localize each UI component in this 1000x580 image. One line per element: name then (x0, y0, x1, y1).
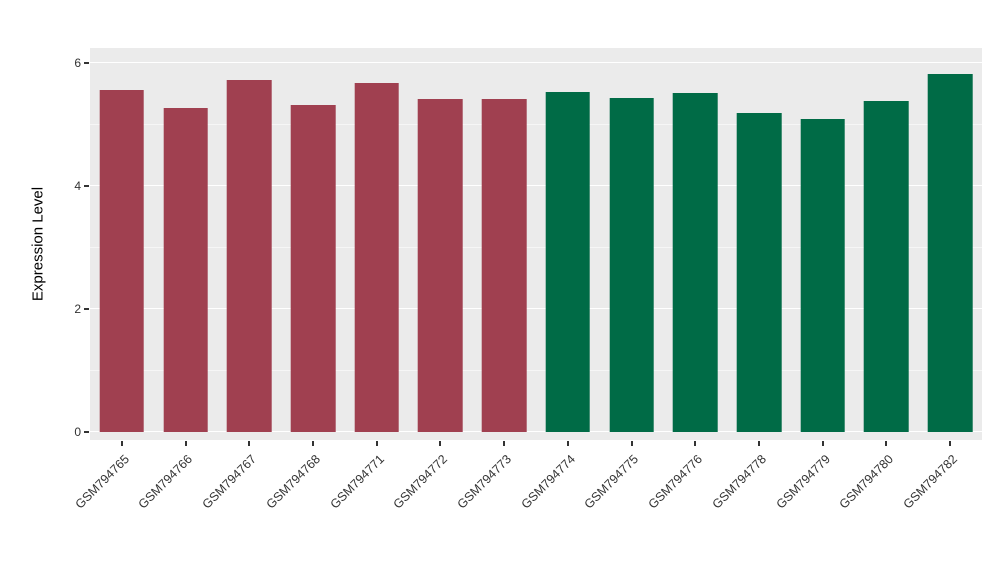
bar-GSM794774 (545, 91, 591, 432)
bar-GSM794778 (736, 112, 782, 432)
bar-GSM794775 (609, 98, 654, 432)
y-tick-mark (84, 308, 89, 310)
gridline-minor (90, 123, 982, 125)
x-tick-mark (503, 441, 506, 446)
y-tick-label: 4 (74, 179, 81, 193)
x-tick-mark (312, 441, 314, 446)
bar-GSM794772 (418, 99, 463, 432)
x-tick-mark (120, 441, 123, 446)
bar-GSM794776 (672, 93, 718, 432)
bar-GSM794765 (99, 90, 145, 432)
x-tick-label-GSM794772: GSM794772 (390, 452, 451, 512)
y-tick-mark (84, 431, 89, 433)
bar-GSM794782 (927, 74, 973, 432)
x-tick-label-GSM794771: GSM794771 (327, 452, 387, 512)
x-tick-label-GSM794782: GSM794782 (900, 452, 961, 512)
bar-GSM794773 (481, 99, 527, 432)
plot-panel (90, 48, 982, 440)
x-tick-mark (248, 441, 251, 446)
x-tick-label-GSM794775: GSM794775 (581, 452, 642, 512)
gridline-minor (90, 246, 982, 248)
gridline-major (90, 431, 982, 432)
gridline-major (90, 185, 982, 186)
x-tick-mark (694, 441, 697, 446)
y-tick-mark (84, 185, 89, 187)
x-tick-label-GSM794767: GSM794767 (199, 452, 260, 512)
x-tick-mark (439, 441, 442, 446)
y-axis-title-text: Expression Level (29, 186, 47, 302)
gridline-minor (90, 369, 982, 371)
y-tick-mark (84, 62, 89, 64)
bar-GSM794779 (800, 118, 845, 432)
x-tick-mark (758, 441, 760, 446)
x-tick-mark (566, 441, 569, 446)
bar-GSM794768 (290, 104, 336, 432)
x-tick-label-GSM794774: GSM794774 (518, 452, 578, 512)
gridline-major (90, 308, 982, 309)
x-tick-mark (375, 441, 378, 446)
x-tick-mark (821, 441, 824, 446)
bar-GSM794771 (354, 83, 399, 432)
x-tick-label-GSM794776: GSM794776 (645, 452, 706, 512)
y-tick-label: 6 (74, 56, 81, 70)
bar-GSM794767 (226, 80, 272, 432)
gridline-major (90, 62, 982, 63)
x-tick-mark (885, 441, 888, 446)
x-tick-mark (630, 441, 633, 446)
bar-GSM794780 (864, 101, 909, 432)
x-tick-label-GSM794780: GSM794780 (836, 452, 897, 512)
y-tick-label: 2 (74, 302, 81, 316)
x-tick-label-GSM794778: GSM794778 (709, 452, 769, 512)
bar-GSM794766 (163, 107, 208, 432)
x-tick-label-GSM794766: GSM794766 (135, 452, 196, 512)
x-tick-label-GSM794765: GSM794765 (72, 452, 132, 512)
y-tick-label: 0 (74, 425, 81, 439)
x-tick-label-GSM794773: GSM794773 (454, 452, 515, 512)
x-tick-mark (949, 441, 952, 446)
x-tick-label-GSM794779: GSM794779 (773, 452, 833, 512)
x-tick-mark (184, 441, 187, 446)
x-tick-label-GSM794768: GSM794768 (263, 452, 323, 512)
